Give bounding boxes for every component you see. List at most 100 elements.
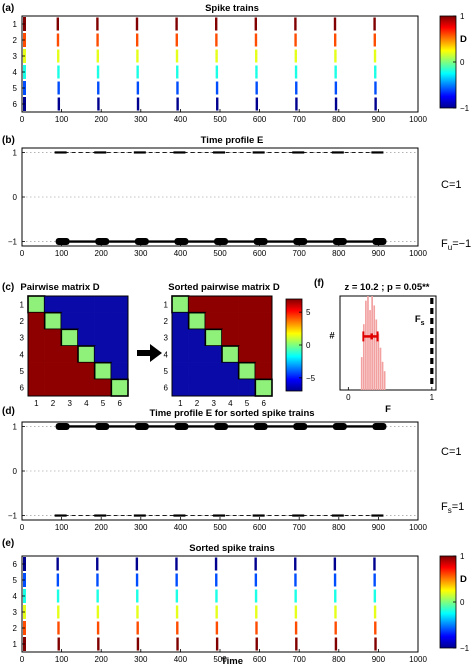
annotation-b-f-sub: u	[448, 243, 452, 252]
panel-label-e: (e)	[2, 538, 14, 549]
x-tick-label: 600	[253, 249, 267, 258]
colorbar-tick-label: 1	[460, 552, 465, 561]
matrix-cell	[28, 379, 45, 397]
matrix-cell	[222, 379, 239, 397]
fs-label: Fs	[415, 314, 425, 327]
colorbar-label: D	[460, 574, 467, 585]
panel-b-profile: 10−10 100 200 300 400 500 600 700 800 900 1000	[8, 147, 427, 258]
matrix-cell	[172, 346, 189, 363]
matrix-cell	[28, 329, 45, 347]
matrix-cell	[172, 329, 189, 347]
matrix-x-tick-label: 5	[101, 399, 106, 408]
solid-profile-marker	[372, 422, 387, 430]
x-tick-label: 700	[293, 115, 307, 124]
annotation-d-f-sub: s	[448, 506, 452, 515]
x-tick-label: 800	[332, 249, 346, 258]
solid-profile-marker	[134, 238, 149, 246]
matrix-cell	[61, 312, 79, 330]
x-tick-label: 100	[55, 655, 69, 664]
surrogate-bar	[381, 361, 384, 390]
matrix-y-tick-label: 1	[164, 300, 169, 309]
matrix-y-tick-label: 6	[164, 384, 169, 393]
title-sorted-spike-trains: Sorted spike trains	[189, 543, 275, 554]
y-tick-label: 6	[13, 560, 18, 569]
matrix-cell	[111, 362, 129, 380]
matrix-y-tick-label: 2	[164, 317, 169, 326]
solid-profile-marker	[134, 422, 149, 430]
matrix-cell	[222, 362, 239, 380]
colorbar-label: D	[460, 34, 467, 45]
annotation-b-f: Fu=−1	[441, 238, 471, 252]
panel-label-f: (f)	[314, 278, 324, 289]
x-tick-label: 1000	[409, 115, 427, 124]
annotation-b-f-val: =−1	[452, 238, 471, 250]
matrix-cell	[188, 312, 206, 330]
solid-profile-marker	[55, 422, 70, 430]
x-tick-label: 100	[55, 115, 69, 124]
matrix-cell	[255, 346, 273, 363]
x-tick-label: 1000	[409, 249, 427, 258]
x-tick-label: 700	[293, 249, 307, 258]
matrix-x-tick-label: 3	[211, 399, 216, 408]
matrix-cell	[44, 362, 62, 380]
x-tick-label: 0	[20, 655, 25, 664]
matrix-cell	[28, 296, 45, 313]
sorting-arrow	[137, 344, 162, 362]
matrix-cell	[111, 329, 129, 347]
histogram-y-label: #	[329, 330, 335, 341]
solid-profile-marker	[372, 238, 387, 246]
matrix-cell	[205, 362, 223, 380]
surrogate-bar	[362, 324, 365, 390]
matrix-cell	[28, 346, 45, 363]
solid-profile-marker	[332, 422, 347, 430]
matrix-x-tick-label: 2	[51, 399, 56, 408]
title-spike-trains: Spike trains	[205, 3, 259, 14]
solid-profile-marker	[174, 238, 189, 246]
colorbar-tick-label: −1	[460, 104, 470, 113]
histogram-x-tick-label: 1	[430, 393, 435, 402]
matrix-cell	[222, 329, 239, 347]
x-tick-label: 300	[134, 115, 148, 124]
y-tick-label: −1	[8, 512, 18, 521]
solid-profile-marker	[95, 238, 110, 246]
matrix-cell	[111, 296, 129, 313]
annotation-d-f-base: F	[441, 501, 448, 513]
matrix-cell	[78, 346, 95, 363]
x-tick-label: 600	[253, 115, 267, 124]
matrix-cell	[61, 346, 79, 363]
annotation-d-c: C=1	[441, 446, 462, 458]
matrix-y-tick-label: 6	[20, 384, 25, 393]
colorbar-tick-label: 1	[460, 12, 465, 21]
y-tick-label: 5	[13, 84, 18, 93]
matrix-cell	[78, 312, 95, 330]
surrogate-bar	[371, 296, 373, 390]
solid-profile-marker	[293, 422, 308, 430]
y-tick-label: −1	[8, 238, 18, 247]
matrix-x-tick-label: 6	[261, 399, 266, 408]
x-tick-label: 500	[213, 523, 227, 532]
histogram-frame	[339, 295, 437, 391]
matrix-cell	[61, 362, 79, 380]
fs-label-sub: s	[421, 320, 425, 327]
matrix-cell	[111, 379, 129, 397]
x-tick-label: 800	[332, 655, 346, 664]
matrix-cell	[238, 346, 256, 363]
solid-profile-marker	[95, 422, 110, 430]
matrix-cell	[78, 329, 95, 347]
matrix-cell	[188, 329, 206, 347]
matrix-x-tick-label: 5	[245, 399, 250, 408]
x-tick-label: 500	[213, 115, 227, 124]
y-tick-label: 0	[13, 467, 18, 476]
title-time-profile-sorted: Time profile E for sorted spike trains	[149, 408, 314, 419]
axes-frame	[21, 421, 419, 521]
x-tick-label: 1000	[409, 655, 427, 664]
matrix-cell	[61, 379, 79, 397]
matrix-cell	[111, 346, 129, 363]
matrix-cell	[44, 296, 62, 313]
fs-label-base: F	[415, 314, 421, 325]
y-tick-label: 1	[13, 422, 18, 431]
surrogate-bar	[369, 310, 371, 390]
axes-frame	[21, 555, 419, 653]
y-tick-label: 2	[13, 36, 18, 45]
